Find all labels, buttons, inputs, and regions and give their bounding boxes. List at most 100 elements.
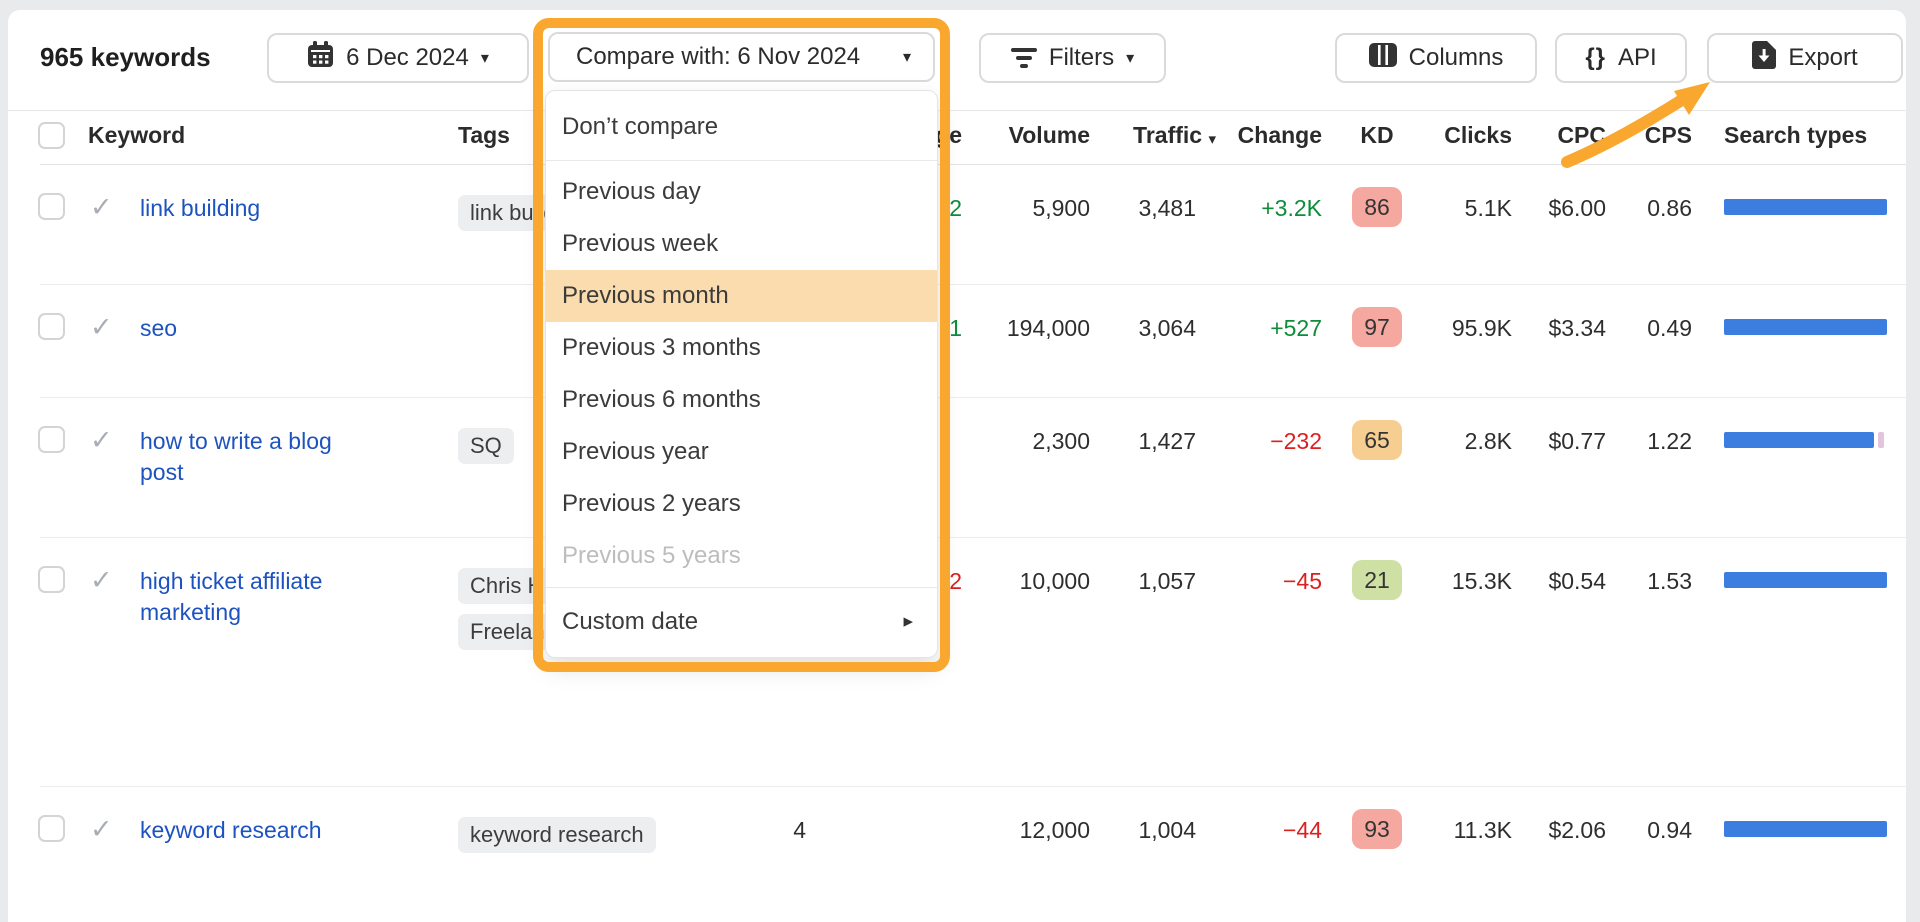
header-keyword[interactable]: Keyword bbox=[88, 122, 186, 148]
kd-badge: 93 bbox=[1352, 809, 1402, 849]
keyword-cell: high ticket affiliate marketing bbox=[140, 566, 380, 628]
cps-cell: 0.94 bbox=[1647, 817, 1692, 843]
row-checkbox[interactable] bbox=[38, 313, 65, 340]
keyword-link[interactable]: link building bbox=[140, 195, 261, 221]
change-cell: +527 bbox=[1270, 315, 1322, 341]
api-label: API bbox=[1618, 44, 1657, 71]
keyword-link[interactable]: how to write a blog post bbox=[140, 428, 332, 485]
clicks-cell: 5.1K bbox=[1464, 195, 1512, 221]
clicks-cell: 11.3K bbox=[1453, 817, 1512, 843]
api-button[interactable]: {} API bbox=[1555, 33, 1687, 83]
row-divider bbox=[40, 537, 1906, 538]
keyword-cell: how to write a blog post bbox=[140, 426, 380, 488]
search-type-segment bbox=[1724, 199, 1887, 215]
position-cell: 4 bbox=[793, 817, 806, 843]
header-volume[interactable]: Volume bbox=[1008, 122, 1090, 148]
dropdown-item-previous-week[interactable]: Previous week bbox=[546, 218, 937, 270]
position-change-cell: 1 bbox=[949, 315, 962, 341]
kd-badge: 86 bbox=[1352, 187, 1402, 227]
filters-button[interactable]: Filters ▾ bbox=[979, 33, 1166, 83]
date-picker-button[interactable]: 6 Dec 2024 ▾ bbox=[267, 33, 529, 83]
row-divider bbox=[40, 284, 1906, 285]
check-icon: ✓ bbox=[90, 565, 113, 595]
keyword-cell: seo bbox=[140, 313, 380, 344]
tags-cell: keyword research bbox=[458, 817, 656, 853]
cps-cell: 1.53 bbox=[1647, 568, 1692, 594]
search-types-bar bbox=[1724, 821, 1887, 837]
export-button[interactable]: Export bbox=[1707, 33, 1903, 83]
cps-cell: 0.86 bbox=[1647, 195, 1692, 221]
dropdown-divider bbox=[546, 587, 937, 588]
dropdown-item-don-t-compare[interactable]: Don’t compare bbox=[546, 98, 937, 155]
row-checkbox[interactable] bbox=[38, 193, 65, 220]
header-cpc[interactable]: CPC bbox=[1557, 122, 1606, 148]
row-checkbox[interactable] bbox=[38, 566, 65, 593]
cps-cell: 1.22 bbox=[1647, 428, 1692, 454]
clicks-cell: 15.3K bbox=[1451, 568, 1512, 594]
tags-cell: SQ bbox=[458, 428, 514, 464]
chevron-down-icon: ▾ bbox=[480, 50, 489, 67]
keyword-link[interactable]: high ticket affiliate marketing bbox=[140, 568, 323, 625]
row-divider bbox=[40, 397, 1906, 398]
sort-caret-icon: ▾ bbox=[1208, 131, 1216, 148]
search-types-bar bbox=[1724, 432, 1887, 448]
row-checkbox[interactable] bbox=[38, 426, 65, 453]
filters-label: Filters bbox=[1048, 44, 1115, 71]
table-row: ✓ seo 1 194,000 3,064 +527 97 95.9K $3.34 0.49 bbox=[0, 285, 1920, 398]
dropdown-item-label: Don’t compare bbox=[562, 112, 719, 140]
cpc-cell: $0.77 bbox=[1548, 428, 1606, 454]
header-clicks[interactable]: Clicks bbox=[1444, 122, 1512, 148]
position-change-cell: 2 bbox=[949, 195, 962, 221]
header-traffic[interactable]: Traffic ▾ bbox=[1133, 122, 1216, 148]
compare-with-button[interactable]: Compare with: 6 Nov 2024 ▾ bbox=[548, 32, 935, 82]
export-label: Export bbox=[1788, 44, 1858, 71]
header-cps[interactable]: CPS bbox=[1644, 122, 1692, 148]
keyword-cell: keyword research bbox=[140, 815, 380, 846]
change-cell: +3.2K bbox=[1261, 195, 1322, 221]
table-row: ✓ how to write a blog post SQ 2,300 1,427 −23… bbox=[0, 398, 1920, 538]
dropdown-item-label: Previous 5 years bbox=[562, 542, 741, 569]
change-cell: −45 bbox=[1282, 568, 1322, 594]
row-checkbox[interactable] bbox=[38, 815, 65, 842]
traffic-cell: 1,427 bbox=[1138, 428, 1196, 454]
volume-cell: 194,000 bbox=[1006, 315, 1090, 341]
kd-badge: 65 bbox=[1352, 420, 1402, 460]
search-types-bar bbox=[1724, 199, 1887, 215]
position-change-cell: 2 bbox=[949, 568, 962, 594]
tag-chip: Freelan bbox=[458, 614, 557, 650]
dropdown-item-previous-2-years[interactable]: Previous 2 years bbox=[546, 478, 937, 530]
change-cell: −44 bbox=[1282, 817, 1322, 843]
search-type-segment bbox=[1877, 432, 1885, 448]
dropdown-item-previous-6-months[interactable]: Previous 6 months bbox=[546, 374, 937, 426]
keyword-link[interactable]: seo bbox=[140, 315, 178, 341]
dropdown-item-label: Previous day bbox=[562, 178, 701, 205]
filter-icon bbox=[1010, 48, 1037, 68]
header-change[interactable]: Change bbox=[1237, 122, 1322, 148]
row-divider bbox=[40, 786, 1906, 787]
dropdown-item-custom-date[interactable]: Custom date ▸ bbox=[546, 593, 937, 650]
columns-button[interactable]: Columns bbox=[1335, 33, 1537, 83]
check-icon: ✓ bbox=[90, 312, 113, 342]
volume-cell: 12,000 bbox=[1019, 817, 1090, 843]
select-all-checkbox[interactable] bbox=[38, 122, 65, 149]
dropdown-item-previous-month[interactable]: Previous month bbox=[546, 270, 937, 322]
volume-cell: 10,000 bbox=[1019, 568, 1090, 594]
columns-label: Columns bbox=[1408, 44, 1504, 71]
dropdown-item-previous-year[interactable]: Previous year bbox=[546, 426, 937, 478]
change-cell: −232 bbox=[1270, 428, 1322, 454]
dropdown-item-previous-day[interactable]: Previous day bbox=[546, 166, 937, 218]
kd-badge: 21 bbox=[1352, 560, 1402, 600]
traffic-cell: 1,004 bbox=[1138, 817, 1196, 843]
tag-chip: SQ bbox=[458, 428, 514, 464]
keyword-link[interactable]: keyword research bbox=[140, 817, 322, 843]
braces-icon: {} bbox=[1585, 44, 1606, 71]
header-search-types[interactable]: Search types bbox=[1724, 122, 1868, 148]
dropdown-item-label: Custom date bbox=[562, 607, 699, 635]
search-type-segment bbox=[1724, 821, 1887, 837]
header-tags[interactable]: Tags bbox=[458, 122, 510, 148]
header-kd[interactable]: KD bbox=[1360, 122, 1394, 148]
dropdown-item-previous-3-months[interactable]: Previous 3 months bbox=[546, 322, 937, 374]
compare-with-label: Compare with: 6 Nov 2024 bbox=[576, 43, 861, 70]
dropdown-item-label: Previous year bbox=[562, 438, 709, 465]
